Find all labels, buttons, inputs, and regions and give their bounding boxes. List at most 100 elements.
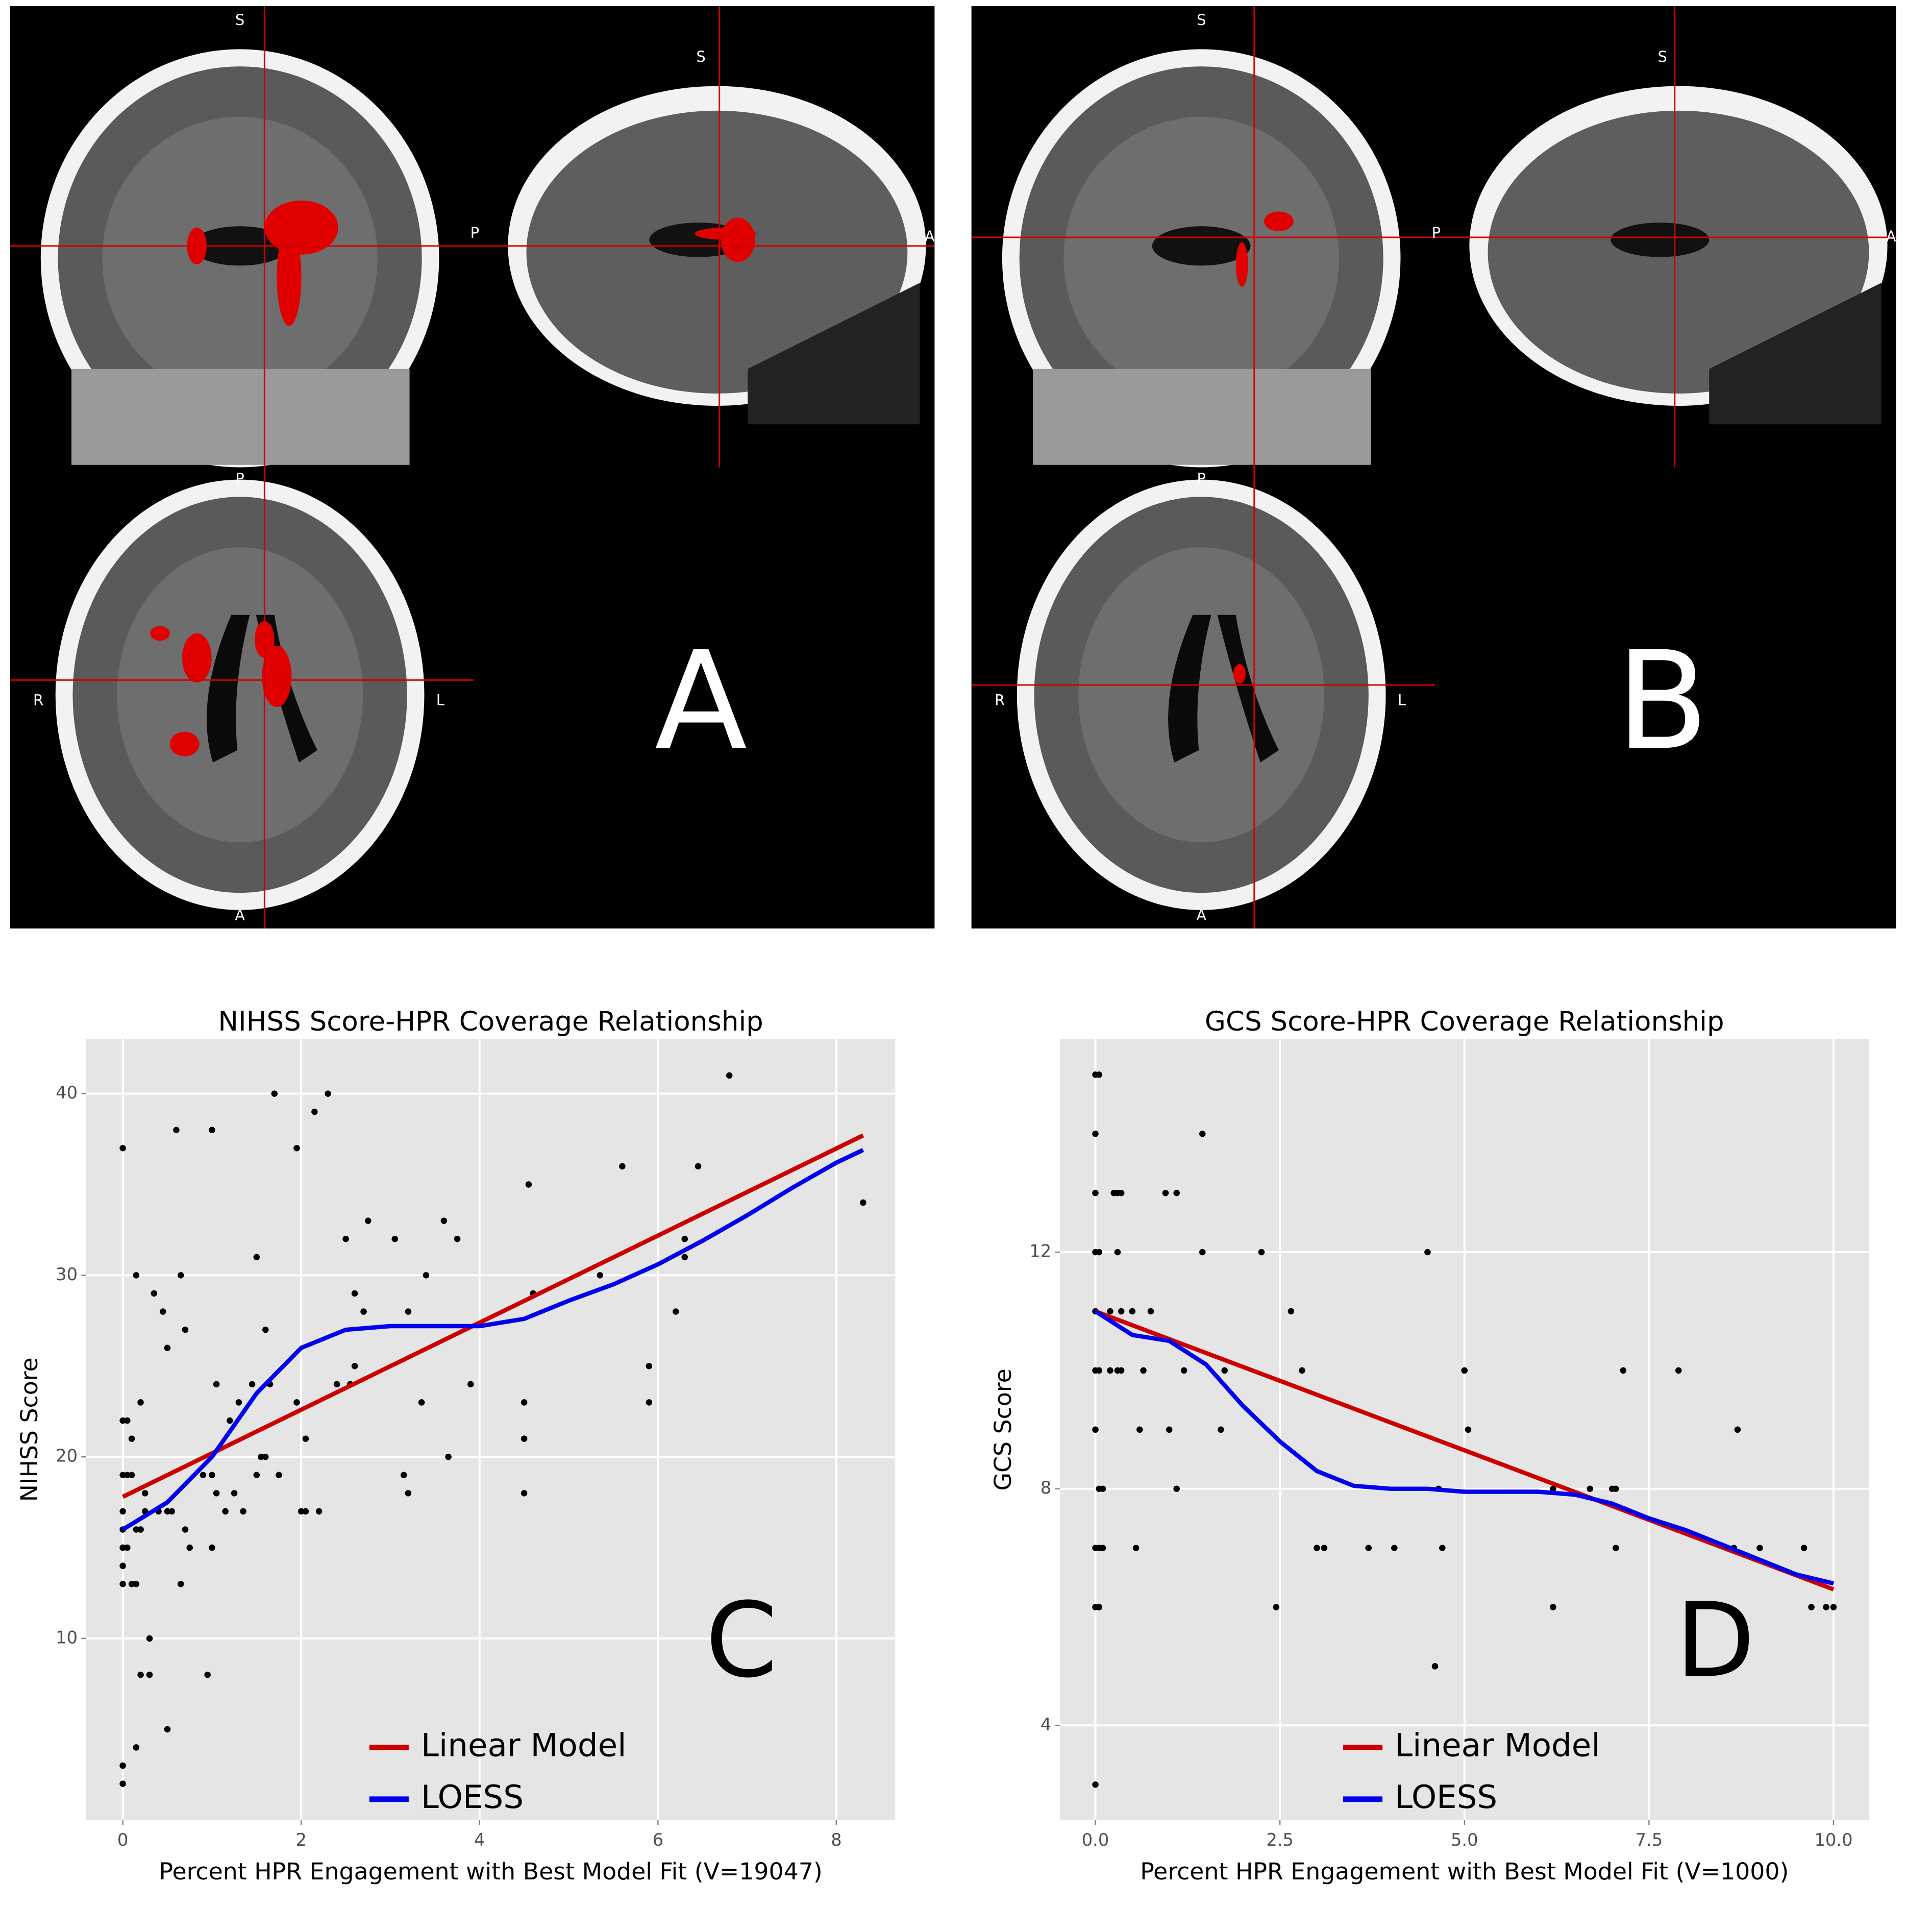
x-tick-label: 7.5 [1636,1830,1663,1850]
x-tick-label: 8 [831,1830,841,1850]
jaw [1033,369,1371,465]
point [1099,1485,1106,1492]
point [1365,1545,1372,1551]
activation [1264,211,1294,231]
point [231,1490,238,1497]
point [1823,1604,1829,1610]
point [1096,1249,1103,1256]
point [240,1508,246,1515]
panel-annotation: C [705,1580,777,1701]
point [1173,1189,1180,1196]
point [119,1145,126,1152]
point [1258,1249,1265,1256]
point [646,1363,653,1369]
point [646,1399,653,1406]
point [137,1526,144,1533]
point [405,1490,412,1497]
point [1808,1604,1815,1610]
point [1180,1367,1187,1374]
point [160,1308,166,1315]
orientation-label: P [471,224,479,241]
point [423,1272,430,1279]
point [351,1363,358,1369]
point [1221,1367,1228,1374]
point [1299,1367,1305,1374]
point [1199,1249,1206,1256]
point [695,1163,702,1170]
x-axis-label: Percent HPR Engagement with Best Model F… [159,1858,822,1885]
point [133,1272,140,1279]
activation [262,645,292,707]
point [342,1235,349,1242]
point [177,1272,184,1279]
point [119,1472,126,1479]
point [209,1472,215,1479]
point [293,1145,300,1152]
orientation-label: S [1657,48,1667,65]
point [222,1508,229,1515]
point [200,1472,207,1479]
y-tick-label: 4 [1041,1715,1051,1734]
y-tick-label: 12 [1029,1241,1051,1261]
point [311,1108,318,1115]
orientation-label: L [436,691,444,708]
y-tick-label: 20 [56,1446,78,1466]
chart: 10 20 30 40 0 2 4 6 8 NIHSS Score-HPR Coverage Re… [16,1006,896,1885]
y-tick-label: 8 [1041,1478,1051,1498]
point [1092,1426,1099,1433]
orientation-label: R [33,691,43,708]
point [249,1381,256,1388]
point [1830,1604,1837,1610]
y-axis-label: GCS Score [989,1368,1017,1490]
point [258,1453,264,1460]
face [748,283,920,425]
fit-line [121,1133,864,1499]
x-tick-label: 2.5 [1266,1830,1294,1850]
point [1756,1545,1763,1551]
point [681,1254,688,1261]
point [1620,1367,1627,1374]
white-matter [1078,547,1325,843]
orientation-label: A [235,907,245,924]
point [276,1472,282,1479]
brain-panel: S S P A P R L A B [971,6,1896,929]
point [164,1726,171,1733]
point [1096,1604,1103,1610]
point [182,1526,189,1533]
y-tick-label: 30 [56,1264,78,1284]
jaw [71,369,410,465]
point [597,1272,603,1279]
point [137,1671,144,1678]
ventricle [1152,226,1251,266]
point [1096,1071,1103,1078]
legend-label: Linear Model [421,1727,627,1764]
point [1288,1308,1295,1315]
point [315,1508,323,1515]
point [302,1435,309,1442]
point [173,1127,180,1134]
point [1218,1426,1224,1433]
point [302,1508,309,1515]
point [119,1417,126,1424]
point [1550,1604,1556,1610]
fit-line [1094,1309,1834,1586]
orientation-label: L [1398,691,1406,708]
point [1587,1485,1593,1492]
point [253,1472,260,1479]
point [133,1526,140,1533]
point [146,1635,153,1642]
point [1613,1485,1619,1492]
point [298,1508,305,1515]
point [164,1508,171,1515]
point [619,1163,626,1170]
point [182,1326,189,1333]
legend-label: LOESS [1395,1778,1497,1816]
point [525,1181,532,1188]
point [391,1235,398,1242]
x-tick-label: 0 [117,1830,128,1850]
point [235,1399,242,1406]
point [1140,1367,1147,1374]
point [521,1490,528,1497]
point [1613,1545,1619,1551]
